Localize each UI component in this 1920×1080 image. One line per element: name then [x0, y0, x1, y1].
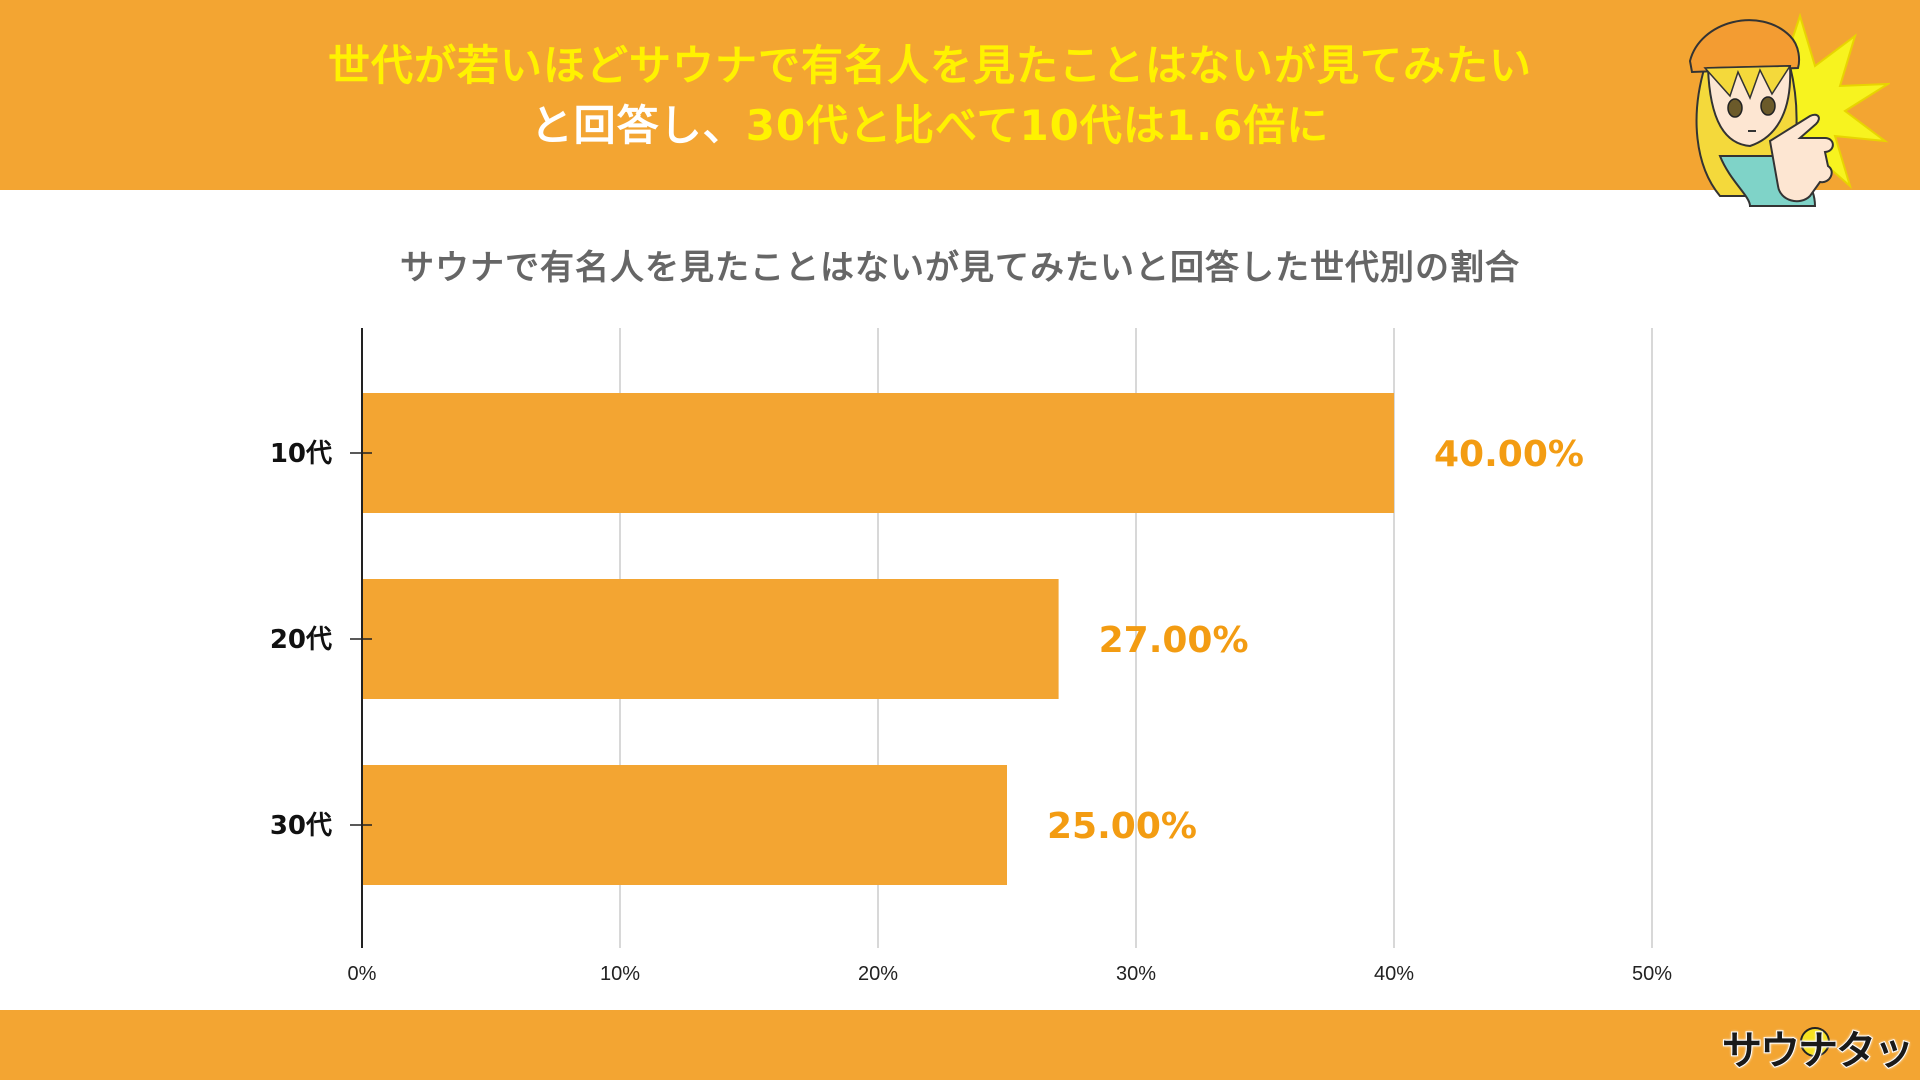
data-label: 25.00%: [1047, 806, 1197, 847]
y-tick-label: 10代: [270, 439, 332, 469]
data-label: 27.00%: [1099, 620, 1249, 661]
mascot-illustration: [1688, 12, 1890, 207]
pointing-hand-shape: [1768, 113, 1834, 203]
logo-face-icon: [1800, 1027, 1830, 1057]
bangs-shape: [1703, 65, 1792, 100]
bar: [362, 393, 1394, 513]
footer-band: [0, 1010, 1920, 1080]
x-tick-label: 20%: [858, 963, 898, 985]
headline-part-2: と回答し、: [530, 101, 746, 150]
data-label: 40.00%: [1434, 434, 1584, 475]
x-tick-label: 50%: [1632, 963, 1672, 985]
x-tick-label: 30%: [1116, 963, 1156, 985]
y-tick-label: 20代: [270, 625, 332, 655]
logo-text: サウナタッチ: [1721, 1027, 1915, 1075]
left-eye-shape: [1727, 98, 1743, 118]
chart-title: サウナで有名人を見たことはないが見てみたいと回答した世代別の割合: [400, 248, 1520, 288]
logo-mark: [1800, 1027, 1830, 1057]
y-tick-label: 30代: [270, 811, 332, 841]
x-tick-label: 40%: [1374, 963, 1414, 985]
header-band: [0, 0, 1920, 190]
x-tick-label: 10%: [600, 963, 640, 985]
bar: [362, 765, 1007, 885]
bar: [362, 579, 1059, 699]
hat-shape: [1688, 19, 1800, 74]
headline: 世代が若いほどサウナで有名人を見たことはないが見てみたい と回答し、30代と比べ…: [180, 36, 1680, 156]
headline-part-3: 30代と比べて10代は1.6倍に: [745, 101, 1330, 150]
headline-part-1: 世代が若いほどサウナで有名人を見たことはないが見てみたい: [327, 41, 1532, 90]
x-tick-label: 0%: [348, 963, 377, 985]
right-eye-shape: [1760, 96, 1776, 116]
